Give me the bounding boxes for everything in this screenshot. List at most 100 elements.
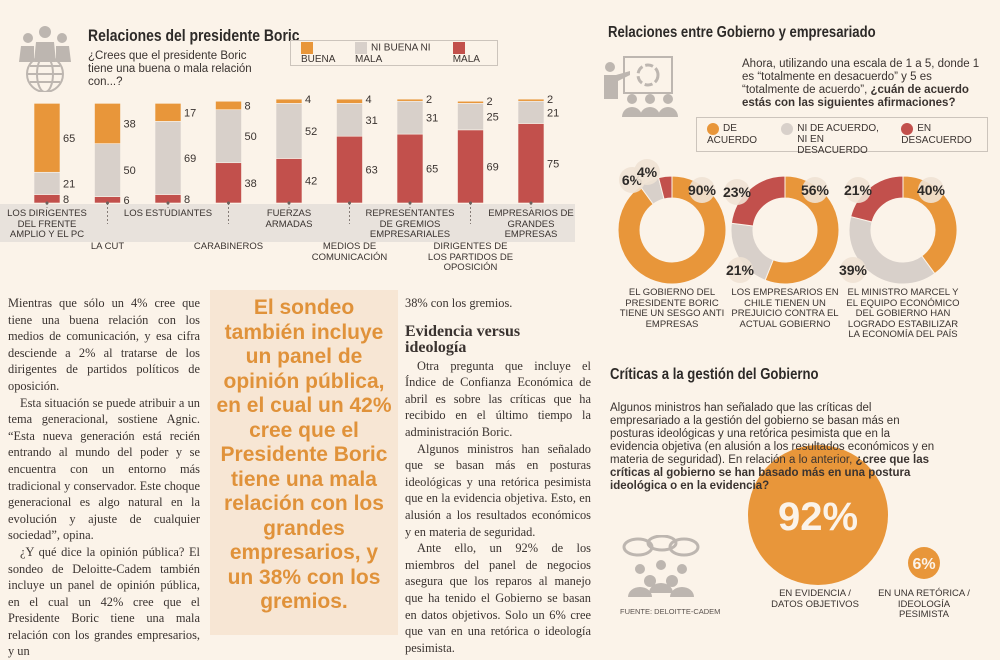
article-column-3: 38% con los gremios. Evidencia versus id… bbox=[405, 295, 591, 656]
category-label: LA CUT bbox=[90, 241, 125, 252]
category-label: LOS DIRIGENTES DEL FRENTE AMPLIO Y EL PC bbox=[7, 208, 87, 240]
bar-ni-buena-ni-mala bbox=[33, 171, 61, 195]
leader-dot bbox=[287, 201, 291, 205]
paragraph: Mientras que sólo un 4% cree que tiene u… bbox=[8, 296, 200, 393]
paragraph: Otra pregunta que incluye el Índice de C… bbox=[405, 358, 591, 439]
donut-value-label: 4% bbox=[637, 164, 658, 180]
bar-ni-buena-ni-mala bbox=[154, 121, 182, 195]
category-label: LOS ESTUDIANTES bbox=[123, 208, 213, 219]
leader-dot bbox=[469, 201, 472, 205]
paragraph: 38% con los gremios. bbox=[405, 296, 513, 310]
category-label: DIRIGENTES DE LOS PARTIDOS DE OPOSICIÓN bbox=[427, 241, 514, 273]
legend-ni-buena-ni-mala: NI BUENA NI MALA bbox=[355, 41, 431, 65]
donut-value-label: 40% bbox=[917, 182, 946, 198]
people-globe-icon bbox=[14, 22, 76, 97]
donut-value-label: 23% bbox=[723, 184, 752, 200]
donut-question: Ahora, utilizando una escala de 1 a 5, d… bbox=[742, 58, 980, 109]
bar-buena bbox=[215, 100, 242, 111]
donut-slice bbox=[657, 175, 673, 200]
donut-section-title: Relaciones entre Gobierno y empresariado bbox=[608, 24, 876, 41]
stacked-bar-chart: 8 21 65 6 50 38 8 69 17 38 50 8 42 52 4 63 31 4 65 31 2 69 25 2… bbox=[33, 94, 559, 224]
bar-ni-buena-ni-mala bbox=[396, 100, 424, 135]
speech-bubbles-crowd-icon bbox=[620, 534, 702, 602]
category-label: CARABINEROS bbox=[193, 241, 264, 252]
bar-buena bbox=[396, 98, 424, 102]
bar-mala bbox=[396, 133, 424, 204]
bar-value-label: 69 bbox=[487, 161, 499, 173]
donut-label-bg bbox=[634, 159, 660, 185]
bar-value-label: 69 bbox=[184, 153, 196, 165]
bar-buena bbox=[457, 100, 484, 104]
bar-value-label: 2 bbox=[547, 94, 553, 106]
donut-label-bg bbox=[840, 257, 866, 283]
bar-mala bbox=[275, 158, 303, 204]
bar-buena bbox=[517, 98, 545, 102]
category-label: REPRESENTANTES DE GREMIOS EMPRESARIALES bbox=[365, 208, 455, 240]
donut-caption: EL GOBIERNO DEL PRESIDENTE BORIC TIENE U… bbox=[619, 287, 725, 330]
donut-label-bg bbox=[689, 177, 715, 203]
subhead: Evidencia versus ideología bbox=[405, 322, 521, 356]
paragraph: Ante ello, un 92% de los miembros del pa… bbox=[405, 541, 591, 655]
legend-mala: MALA bbox=[452, 41, 487, 65]
bar-value-label: 8 bbox=[63, 194, 69, 206]
leader-dot bbox=[45, 201, 49, 205]
category-band bbox=[0, 204, 575, 242]
bubble-label-evidencia: EN EVIDENCIA / DATOS OBJETIVOS bbox=[771, 588, 859, 610]
donut-slice bbox=[764, 175, 840, 285]
bar-value-label: 65 bbox=[63, 133, 75, 145]
donut-slice bbox=[617, 175, 727, 285]
bubble-label-retorica: EN UNA RETÓRICA / IDEOLOGÍA PESIMISTA bbox=[878, 588, 970, 620]
paragraph: ¿Y qué dice la opinión pública? El sonde… bbox=[8, 544, 200, 659]
bar-value-label: 50 bbox=[245, 131, 257, 143]
source-note: FUENTE: DELOITTE-CADEM bbox=[620, 607, 721, 616]
donut-value-label: 39% bbox=[839, 262, 868, 278]
bar-buena bbox=[275, 98, 303, 104]
bar-value-label: 2 bbox=[426, 94, 432, 106]
pull-quote: El sondeo también incluye un panel de op… bbox=[210, 290, 398, 635]
bar-value-label: 4 bbox=[305, 94, 311, 106]
category-label: EMPRESARIOS DE GRANDES EMPRESAS bbox=[488, 208, 574, 240]
bar-buena bbox=[33, 103, 61, 173]
donut-value-label: 21% bbox=[726, 262, 755, 278]
bar-ni-buena-ni-mala bbox=[457, 103, 484, 131]
legend-ni-de-acuerdo: NI DE ACUERDO, NI EN DESACUERDO bbox=[781, 123, 887, 156]
bubble bbox=[908, 547, 940, 579]
leader-dot bbox=[227, 201, 230, 205]
bubble-section-title: Críticas a la gestión del Gobierno bbox=[610, 366, 819, 383]
paragraph: Esta situación se puede atribuir a un te… bbox=[8, 395, 200, 543]
legend-en-desacuerdo: EN DESACUERDO bbox=[901, 123, 972, 146]
bar-value-label: 21 bbox=[547, 107, 559, 119]
bar-mala bbox=[215, 162, 242, 204]
bar-buena bbox=[154, 103, 182, 122]
bar-mala bbox=[517, 123, 545, 204]
donut-legend: DE ACUERDO NI DE ACUERDO, NI EN DESACUER… bbox=[696, 117, 988, 156]
bar-ni-buena-ni-mala bbox=[336, 103, 363, 137]
bar-chart-subtitle: ¿Crees que el presidente Boric tiene una… bbox=[88, 50, 252, 88]
bar-value-label: 21 bbox=[63, 178, 75, 190]
donut-label-bg bbox=[727, 257, 753, 283]
leader-dot bbox=[408, 201, 412, 205]
bubble-intro: Algunos ministros han señalado que las c… bbox=[610, 402, 935, 492]
bar-value-label: 17 bbox=[184, 107, 196, 119]
bar-value-label: 63 bbox=[366, 165, 378, 177]
donut-value-label: 90% bbox=[688, 182, 717, 198]
leader-dot bbox=[348, 201, 351, 205]
donut-caption: LOS EMPRESARIOS EN CHILE TIENEN UN PREJU… bbox=[731, 287, 839, 330]
bar-value-label: 31 bbox=[426, 113, 438, 125]
bar-mala bbox=[457, 129, 484, 204]
donut-value-label: 21% bbox=[844, 182, 873, 198]
donut-label-bg bbox=[724, 179, 750, 205]
paragraph: Algunos ministros han señalado que se ba… bbox=[405, 441, 591, 539]
leader-dot bbox=[529, 201, 533, 205]
bar-chart-title: Relaciones del presidente Boric bbox=[88, 26, 300, 45]
bar-buena bbox=[94, 103, 121, 144]
bar-value-label: 38 bbox=[124, 119, 136, 131]
leader-dot bbox=[106, 201, 109, 205]
bar-value-label: 31 bbox=[366, 115, 378, 127]
donut-label-bg bbox=[845, 177, 871, 203]
bar-ni-buena-ni-mala bbox=[275, 103, 303, 159]
bar-value-label: 8 bbox=[245, 100, 251, 112]
legend-de-acuerdo: DE ACUERDO bbox=[707, 123, 758, 146]
legend-buena: BUENA bbox=[301, 41, 341, 65]
bar-value-label: 6 bbox=[124, 195, 130, 207]
